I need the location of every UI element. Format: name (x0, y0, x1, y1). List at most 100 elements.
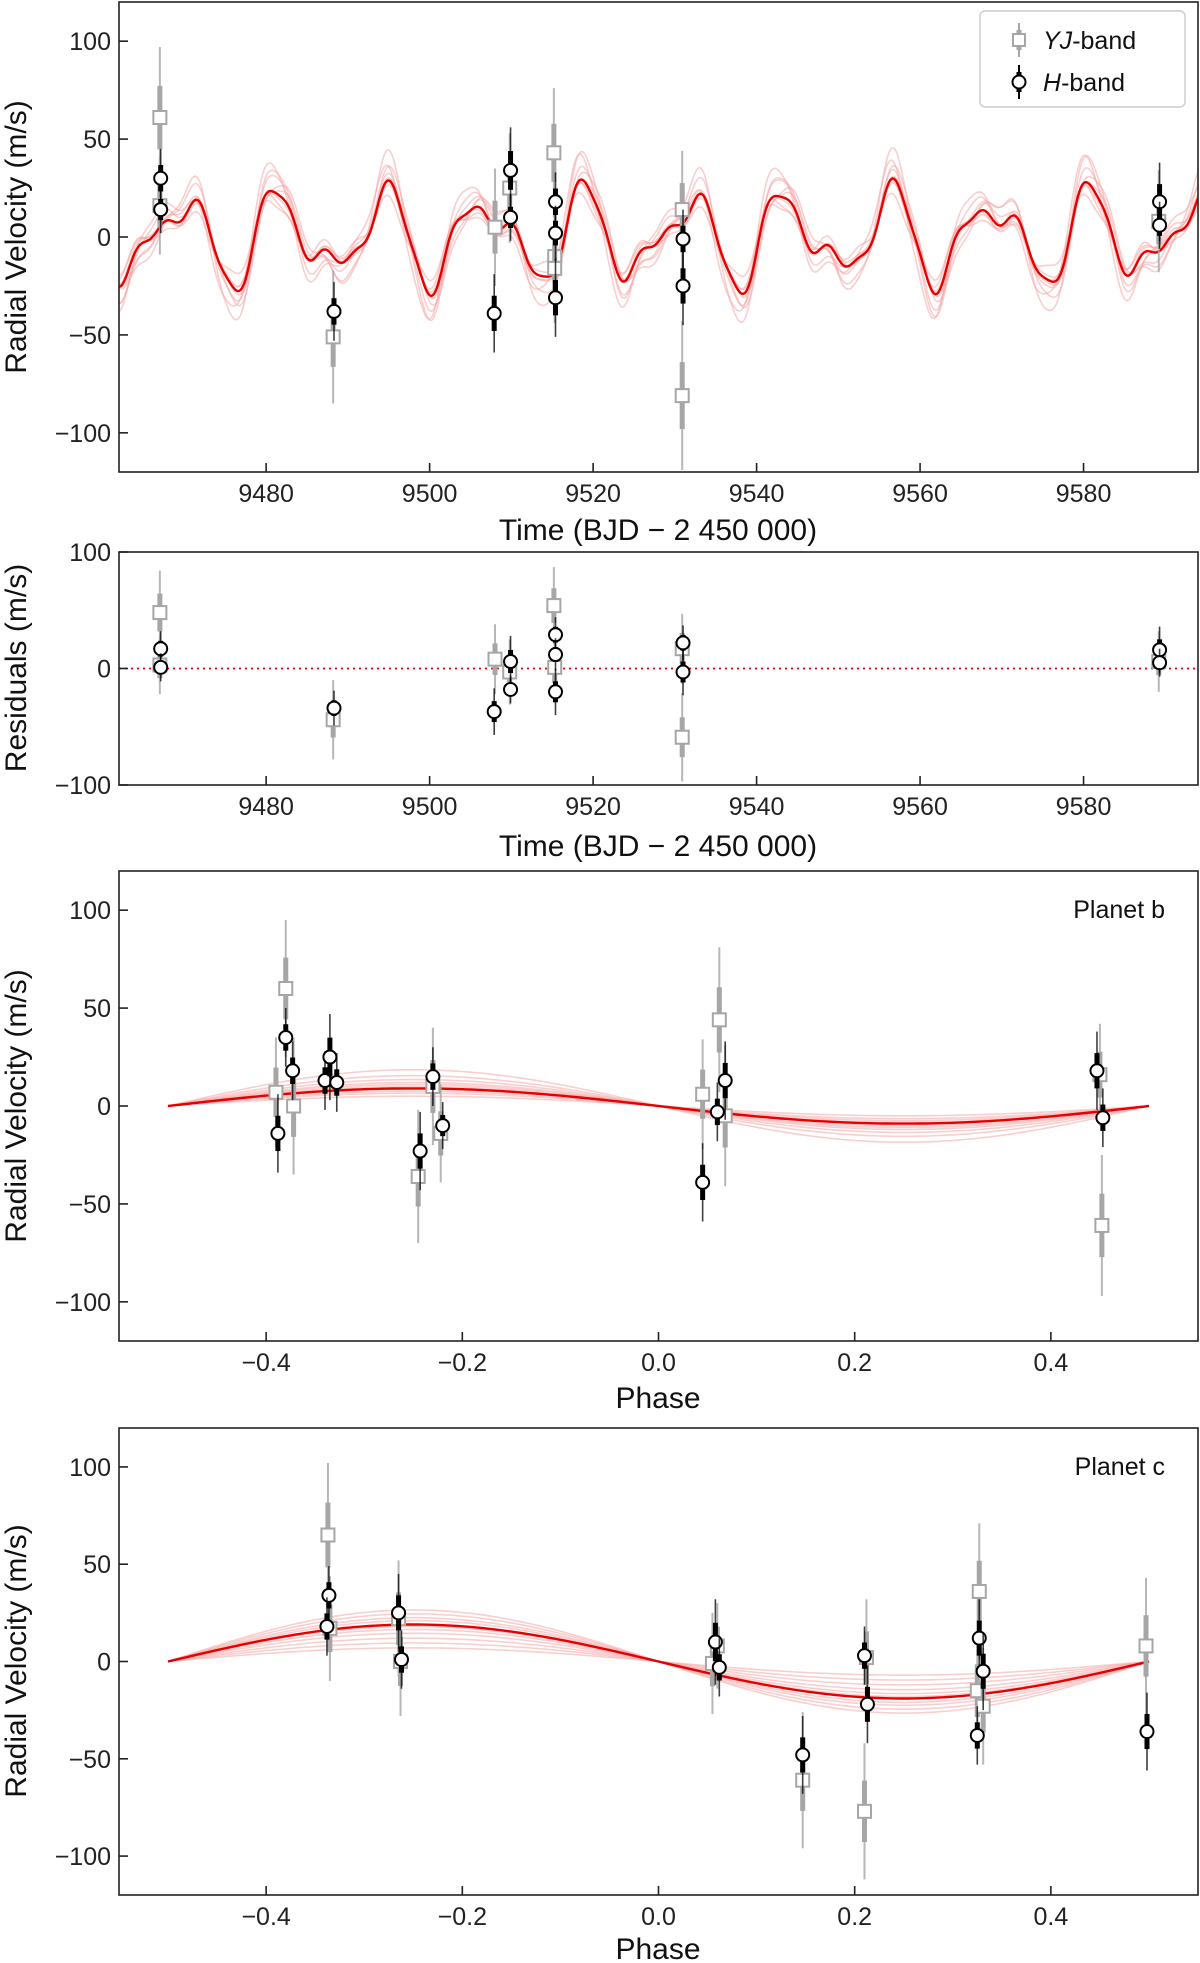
model-line (167, 1087, 1150, 1125)
y-tick-label: 0 (97, 1649, 111, 1677)
marker-square (286, 1098, 302, 1114)
marker-circle (391, 1605, 407, 1621)
x-tick-label: 0.2 (837, 1349, 872, 1377)
marker-square (546, 145, 562, 161)
marker-circle (859, 1696, 875, 1712)
marker-circle (548, 684, 564, 700)
marker-circle (675, 664, 691, 680)
marker-circle (711, 1659, 727, 1675)
legend-yj-marker (1012, 23, 1026, 57)
y-axis-label: Radial Velocity (m/s) (0, 1524, 33, 1797)
marker-circle (1139, 1724, 1155, 1740)
marker-circle (435, 1118, 451, 1134)
x-tick-label: 9520 (565, 793, 621, 821)
marker-circle (548, 647, 564, 663)
model-draw-line (119, 146, 1198, 324)
y-tick-label: −100 (55, 1289, 111, 1317)
marker-square (711, 1012, 727, 1028)
marker-circle (1089, 1063, 1105, 1079)
data-point-h (503, 635, 519, 688)
legend-h-label: H-band (1043, 69, 1125, 97)
data-point-h (859, 1665, 875, 1744)
x-tick-label: 0.2 (837, 1903, 872, 1931)
data-point-yj (674, 692, 690, 782)
data-point-h (975, 1632, 991, 1711)
data-point-h (326, 282, 342, 341)
y-tick-label: 50 (83, 995, 111, 1023)
y-tick-label: 0 (97, 1093, 111, 1121)
y-tick-label: 100 (69, 897, 111, 925)
y-tick-label: 100 (69, 1454, 111, 1482)
y-tick-label: 50 (83, 126, 111, 154)
data-point-h (503, 127, 519, 214)
x-tick-label: 9480 (238, 480, 294, 508)
data-point-h (270, 1094, 286, 1173)
data-point-h (486, 688, 502, 735)
data-point-yj (487, 624, 503, 695)
x-axis-label: Phase (615, 1382, 700, 1415)
panel-annotation: Planet b (1073, 896, 1165, 924)
y-tick-label: 100 (69, 539, 111, 567)
data-point-yj (325, 270, 341, 404)
data-point-h (391, 1573, 407, 1652)
data-point-yj (1094, 1154, 1110, 1296)
x-tick-label: 9480 (238, 793, 294, 821)
marker-circle (969, 1727, 985, 1743)
x-tick-label: 0.4 (1033, 1349, 1068, 1377)
marker-circle (856, 1648, 872, 1664)
marker-circle (795, 1747, 811, 1763)
marker-square (1094, 1217, 1110, 1233)
marker-circle (153, 202, 169, 218)
x-axis-label: Time (BJD − 2 450 000) (499, 830, 817, 863)
data-point-h (285, 1041, 301, 1101)
marker-circle (153, 659, 169, 675)
data-point-h (717, 1041, 733, 1120)
marker-circle (425, 1069, 441, 1085)
x-tick-label: 9500 (402, 480, 458, 508)
data-point-yj (487, 168, 503, 286)
data-point-yj (410, 1109, 426, 1244)
panel-annotation: Planet c (1075, 1453, 1165, 1481)
marker-circle (486, 305, 502, 321)
data-point-h (486, 274, 502, 353)
legend: YJ-band H-band (979, 10, 1186, 108)
marker-square (547, 260, 563, 276)
data-point-h (1139, 1692, 1155, 1771)
marker-circle (695, 1174, 711, 1190)
y-axis-label: Residuals (m/s) (0, 564, 33, 772)
marker-circle (270, 1125, 286, 1141)
marker-square (1138, 1638, 1154, 1654)
data-point-h (326, 690, 342, 726)
marker-circle (394, 1652, 410, 1668)
marker-circle (285, 1063, 301, 1079)
x-tick-label: −0.4 (241, 1903, 290, 1931)
data-point-h (1089, 1031, 1105, 1110)
data-point-h (1152, 648, 1168, 677)
model-draw-line (119, 153, 1198, 320)
data-point-h (1152, 201, 1168, 249)
data-point-h (795, 1715, 811, 1794)
data-point-h (856, 1626, 872, 1685)
data-point-h (278, 1008, 294, 1067)
marker-square (487, 651, 503, 667)
marker-circle (548, 290, 564, 306)
data-point-h (695, 1143, 711, 1222)
marker-circle (319, 1618, 335, 1634)
x-tick-label: 9580 (1056, 793, 1112, 821)
x-tick-label: −0.4 (241, 1349, 290, 1377)
marker-circle (548, 225, 564, 241)
data-point-h (548, 638, 564, 671)
legend-h-marker (1011, 65, 1027, 99)
data-point-h (675, 246, 691, 326)
marker-circle (503, 209, 519, 225)
data-point-h (322, 1013, 338, 1101)
data-point-yj (152, 570, 168, 655)
y-tick-label: −50 (69, 1746, 111, 1774)
marker-circle (675, 278, 691, 294)
marker-circle (412, 1143, 428, 1159)
marker-square (410, 1169, 426, 1184)
marker-circle (322, 1049, 338, 1065)
